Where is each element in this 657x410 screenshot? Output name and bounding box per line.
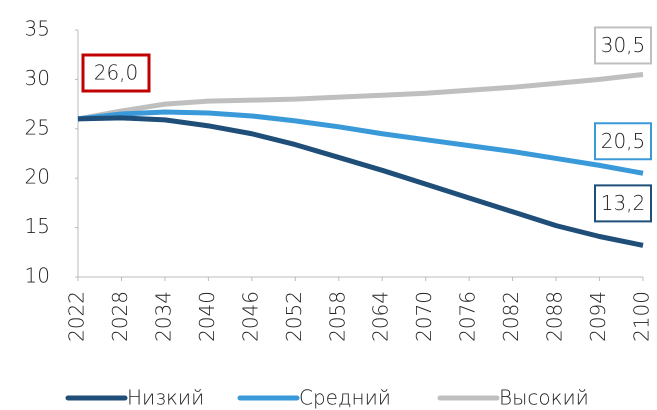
x-tick-label: 2076 [456, 291, 480, 342]
y-tick-label: 20 [25, 165, 50, 189]
legend-label: Средний [299, 386, 391, 410]
value-label: 26,0 [94, 61, 139, 85]
value-label-box [81, 53, 151, 93]
x-tick-label: 2088 [543, 291, 567, 342]
value-label-box [594, 122, 652, 161]
x-tick-label: 2094 [586, 291, 610, 342]
x-tick-label: 2064 [369, 291, 393, 342]
y-tick-label: 30 [25, 66, 50, 90]
x-tick-label: 2082 [499, 291, 523, 342]
x-tick-label: 2058 [325, 291, 349, 342]
y-tick-label: 25 [25, 115, 50, 139]
y-tick-label: 35 [25, 17, 50, 41]
value-label: 30,5 [601, 33, 646, 57]
x-tick-label: 2070 [412, 291, 436, 342]
series-line [77, 71, 644, 122]
x-tick-label: 2034 [151, 291, 175, 342]
value-label: 20,5 [601, 129, 646, 153]
x-tick-label: 2100 [630, 291, 654, 342]
legend-label: Высокий [499, 386, 589, 410]
x-tick-label: 2028 [108, 291, 132, 342]
value-label-box [594, 26, 652, 65]
value-label: 13,2 [601, 191, 646, 215]
x-tick-label: 2022 [65, 291, 89, 342]
series-line [77, 109, 644, 176]
value-label-box [594, 184, 652, 223]
x-tick-label: 2046 [238, 291, 262, 342]
y-tick-label: 10 [25, 264, 50, 288]
y-tick-label: 15 [25, 214, 50, 238]
legend-label: Низкий [127, 386, 204, 410]
x-tick-label: 2052 [282, 291, 306, 342]
series-line [77, 115, 644, 248]
x-tick-label: 2040 [195, 291, 219, 342]
